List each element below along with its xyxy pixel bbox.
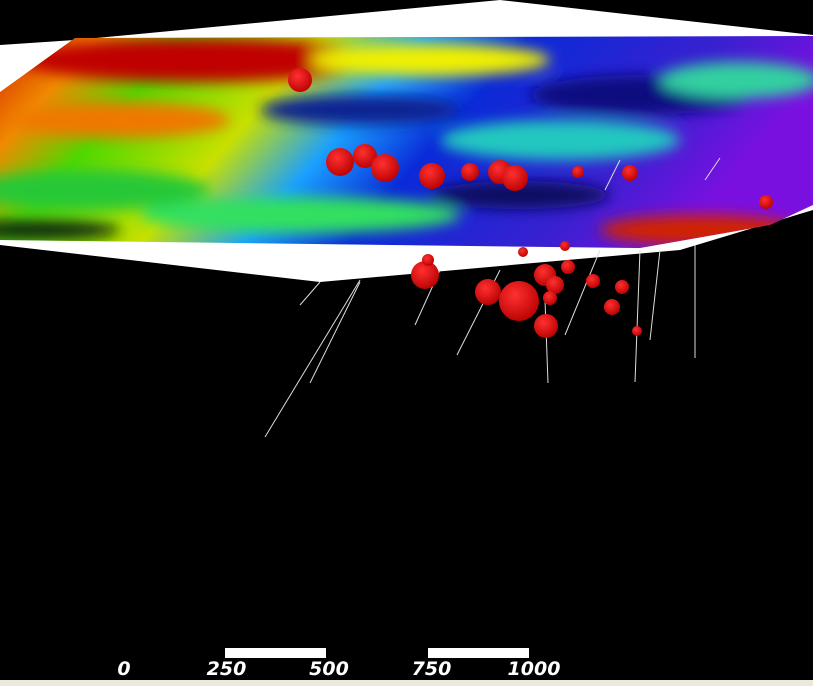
sample [543,291,557,305]
sample [326,148,354,176]
sample [622,165,638,181]
sample [759,195,773,209]
sample [461,163,479,181]
sample [632,326,642,336]
texture [310,44,550,76]
texture [440,120,680,160]
drill-hole [264,279,361,438]
texture [140,197,460,233]
sample [546,276,564,294]
scale-bar: 0 250 500 750 1000 [117,658,560,680]
surface [0,36,813,248]
drill-hole [544,299,549,384]
scale-label: 0 [117,658,130,680]
sample [422,254,434,266]
samples [288,68,773,338]
sample [353,144,377,168]
sample [586,274,600,288]
texture [20,38,380,82]
sample [502,165,528,191]
texture [260,95,460,125]
texture [0,220,120,240]
scale-bar-segment [428,648,529,658]
drill-hole [704,157,721,181]
sample [499,281,539,321]
texture [10,102,230,138]
texture [0,170,210,210]
scale-label: 750 [412,658,452,680]
texture [660,62,813,98]
scale-label: 500 [309,658,349,680]
sample [560,241,570,251]
drill-hole [649,249,661,341]
texture [430,181,610,209]
sample [411,261,439,289]
sample [534,314,558,338]
sample [615,280,629,294]
sample [572,166,584,178]
drill-hole [604,159,621,191]
drill-hole [299,281,321,306]
surface-texture [0,38,813,245]
sample [419,163,445,189]
status-strip [0,680,813,686]
sample [371,154,399,182]
sample [561,260,575,274]
scale-bar-segment [225,648,326,658]
sample [604,299,620,315]
drill-hole [634,249,641,383]
scale-label: 250 [207,658,247,680]
sample [288,68,312,92]
scale-label: 1000 [508,658,561,680]
sample [518,247,528,257]
drill-hole [564,249,601,336]
drill-hole [309,281,361,384]
sample [475,279,501,305]
